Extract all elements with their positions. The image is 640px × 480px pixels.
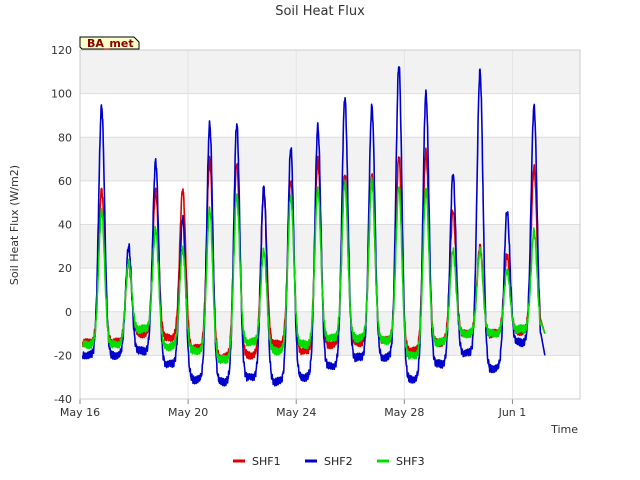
plot-frame — [79, 49, 581, 400]
axes: -40 -20 0 20 40 60 80 100 120 May 16 May 20 May 24 M… — [51, 44, 581, 419]
y-axis-title: Soil Heat Flux (W/m2) — [8, 165, 21, 285]
y-tick-label: 20 — [58, 262, 72, 275]
y-tick-label: -20 — [54, 349, 72, 362]
x-tick-label: Jun 1 — [498, 406, 527, 419]
background-band — [80, 180, 580, 225]
series-line-shf3 — [81, 176, 546, 365]
y-tick-label: 80 — [58, 131, 72, 144]
legend-label-shf3: SHF3 — [396, 455, 425, 468]
station-badge: BA_met — [79, 36, 140, 50]
legend-label-shf1: SHF1 — [252, 455, 281, 468]
background-band — [80, 311, 580, 356]
chart-title: Soil Heat Flux — [275, 4, 365, 19]
y-tick-label: 60 — [58, 175, 72, 188]
background-band — [80, 50, 580, 94]
legend-label-shf2: SHF2 — [324, 455, 353, 468]
background-band — [80, 137, 580, 181]
y-tick-label: 120 — [51, 44, 72, 57]
x-tick-label: May 24 — [276, 406, 316, 419]
x-axis-title: Time — [550, 423, 578, 436]
y-tick-label: 100 — [51, 88, 72, 101]
legend: SHF1 SHF2 SHF3 — [233, 455, 425, 468]
y-tick-label: 40 — [58, 219, 72, 232]
y-tick-label: 0 — [65, 306, 72, 319]
x-tick-label: May 28 — [384, 406, 424, 419]
y-tick-label: -40 — [54, 393, 72, 406]
x-tick-label: May 16 — [60, 406, 100, 419]
series-lines — [81, 66, 546, 387]
station-badge-label: BA_met — [87, 37, 134, 50]
background-band — [80, 224, 580, 269]
background-bands — [80, 50, 580, 399]
background-band — [80, 268, 580, 312]
background-band — [80, 93, 580, 138]
x-tick-label: May 20 — [168, 406, 208, 419]
